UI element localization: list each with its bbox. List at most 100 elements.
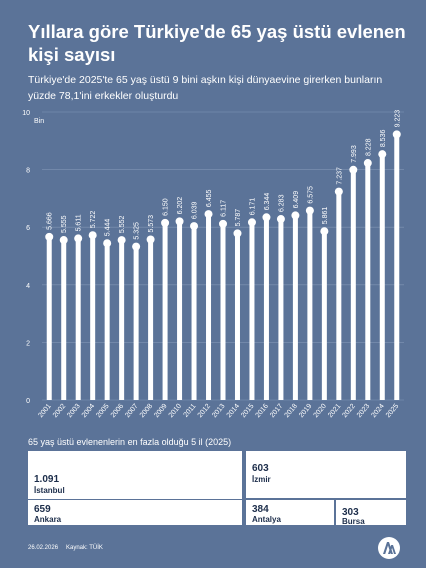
value-label: 6.150: [163, 198, 170, 216]
province-value: 1.091: [34, 474, 60, 485]
province-value: 384: [252, 504, 269, 515]
bar-dot: [45, 232, 54, 241]
province-name: Bursa: [342, 517, 365, 526]
value-label: 8.536: [380, 130, 387, 148]
y-tick-label: 4: [26, 283, 30, 290]
x-tick-label: 2002: [52, 403, 67, 420]
x-tick-label: 2007: [124, 403, 139, 420]
x-tick-label: 2025: [385, 403, 400, 420]
bar: [75, 238, 81, 400]
aa-logo-icon: [378, 537, 400, 559]
x-tick-label: 2016: [255, 403, 270, 420]
bar-dot: [378, 150, 387, 159]
value-label: 6.575: [307, 186, 314, 204]
x-tick-label: 2001: [37, 403, 52, 420]
bar: [148, 239, 154, 400]
value-label: 5.611: [76, 214, 83, 231]
bar: [365, 163, 371, 400]
value-label: 5.861: [322, 207, 329, 225]
bar-dot: [305, 206, 314, 215]
bar: [162, 222, 168, 400]
bar: [379, 154, 385, 400]
bar: [220, 223, 226, 400]
y-axis-unit-label: Bin: [34, 118, 44, 125]
province-name: Antalya: [252, 515, 281, 524]
bar: [321, 231, 327, 400]
x-tick-label: 2017: [269, 403, 284, 420]
province-card-izmir: 603 İzmir: [246, 451, 406, 498]
value-label: 5.722: [90, 211, 97, 229]
value-label: 7.237: [336, 167, 343, 185]
bar-dot: [88, 231, 97, 240]
bar: [350, 169, 356, 400]
value-label: 6.283: [278, 194, 285, 212]
value-label: 5.555: [61, 215, 68, 233]
province-card-ankara: 659 Ankara: [28, 500, 242, 525]
bar-dot: [247, 218, 256, 227]
x-tick-label: 2021: [327, 403, 342, 420]
bar: [119, 240, 125, 400]
bar: [191, 226, 197, 400]
x-tick-label: 2005: [95, 403, 110, 420]
value-label: 6.202: [177, 197, 184, 215]
chart-subtitle: Türkiye'de 2025'te 65 yaş üstü 9 bini aş…: [28, 74, 383, 102]
bar-dot: [392, 130, 401, 139]
bar-dot: [117, 236, 126, 245]
x-tick-label: 2019: [298, 403, 313, 420]
bar-dot: [262, 213, 271, 222]
value-label: 6.117: [221, 200, 228, 217]
x-tick-label: 2009: [153, 403, 168, 420]
bar-dot: [363, 159, 372, 168]
value-label: 5.573: [148, 215, 155, 233]
bar-dot: [132, 242, 141, 251]
value-label: 6.409: [293, 191, 300, 209]
value-label: 7.993: [351, 145, 358, 163]
province-name: İstanbul: [34, 486, 65, 495]
x-tick-label: 2004: [81, 403, 96, 420]
value-label: 5.787: [235, 209, 242, 227]
value-label: 6.344: [264, 193, 271, 211]
bar-dot: [161, 218, 170, 227]
bar: [394, 134, 400, 400]
bar-dot: [320, 227, 329, 236]
y-tick-label: 0: [26, 398, 30, 405]
bar-dot: [175, 217, 184, 226]
x-tick-label: 2008: [139, 403, 154, 420]
bar: [249, 222, 255, 400]
y-tick-label: 8: [26, 168, 30, 175]
value-label: 9.223: [394, 110, 401, 128]
y-tick-label: 6: [26, 225, 30, 232]
bar: [177, 221, 183, 400]
x-tick-label: 2022: [341, 403, 356, 420]
publish-date: 26.02.2026: [28, 545, 59, 551]
province-value: 659: [34, 504, 51, 515]
bar: [104, 243, 110, 400]
top-provinces-title: 65 yaş üstü evlenenlerin en fazla olduğu…: [28, 437, 232, 447]
bar: [234, 233, 240, 400]
x-tick-label: 2010: [168, 403, 183, 420]
bar: [278, 219, 284, 400]
bar: [133, 246, 139, 400]
bar-dot: [146, 235, 155, 244]
x-tick-label: 2018: [284, 403, 299, 420]
value-label: 5.444: [105, 219, 112, 237]
bar-dot: [349, 165, 358, 174]
chart-title: Yıllara göre Türkiye'de 65 yaş üstü evle…: [28, 21, 406, 65]
bar-dot: [74, 234, 83, 243]
x-tick-label: 2014: [226, 403, 241, 420]
bar: [307, 210, 313, 400]
x-tick-label: 2023: [356, 403, 371, 420]
bar: [263, 217, 269, 400]
x-tick-label: 2024: [370, 403, 385, 420]
bar: [61, 240, 67, 400]
bar-dot: [334, 187, 343, 196]
province-name: İzmir: [252, 475, 271, 484]
bar-dot: [59, 236, 68, 245]
bar: [46, 236, 52, 400]
province-value: 303: [342, 507, 359, 518]
bar-dot: [103, 239, 112, 248]
value-label: 5.325: [134, 222, 141, 240]
bar: [292, 215, 298, 400]
bar-dot: [219, 219, 227, 228]
value-label: 6.455: [206, 189, 213, 207]
